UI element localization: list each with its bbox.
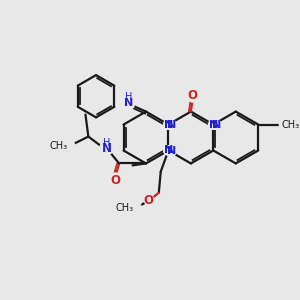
Circle shape: [212, 120, 221, 129]
Text: O: O: [188, 89, 198, 102]
Text: CH₃: CH₃: [281, 120, 299, 130]
Circle shape: [130, 202, 142, 214]
Circle shape: [110, 173, 120, 183]
Text: N: N: [102, 142, 112, 154]
Circle shape: [167, 147, 176, 156]
Text: H: H: [125, 92, 132, 102]
Circle shape: [164, 146, 173, 155]
Text: N: N: [167, 146, 176, 156]
Circle shape: [208, 120, 218, 129]
Text: N: N: [209, 120, 218, 130]
Text: CH₃: CH₃: [116, 203, 134, 213]
Text: N: N: [124, 98, 133, 108]
Text: CH₃: CH₃: [49, 141, 67, 151]
Circle shape: [63, 140, 75, 152]
Text: N: N: [167, 120, 176, 130]
Text: N: N: [164, 146, 173, 155]
Circle shape: [164, 120, 173, 129]
Text: N: N: [212, 120, 221, 130]
Circle shape: [279, 117, 295, 132]
Circle shape: [100, 141, 113, 155]
Circle shape: [188, 92, 198, 102]
Circle shape: [167, 120, 176, 129]
Text: H: H: [103, 138, 110, 148]
Text: O: O: [110, 174, 120, 187]
Circle shape: [123, 98, 134, 110]
Circle shape: [144, 196, 154, 205]
Text: O: O: [143, 194, 153, 207]
Text: N: N: [164, 120, 173, 130]
